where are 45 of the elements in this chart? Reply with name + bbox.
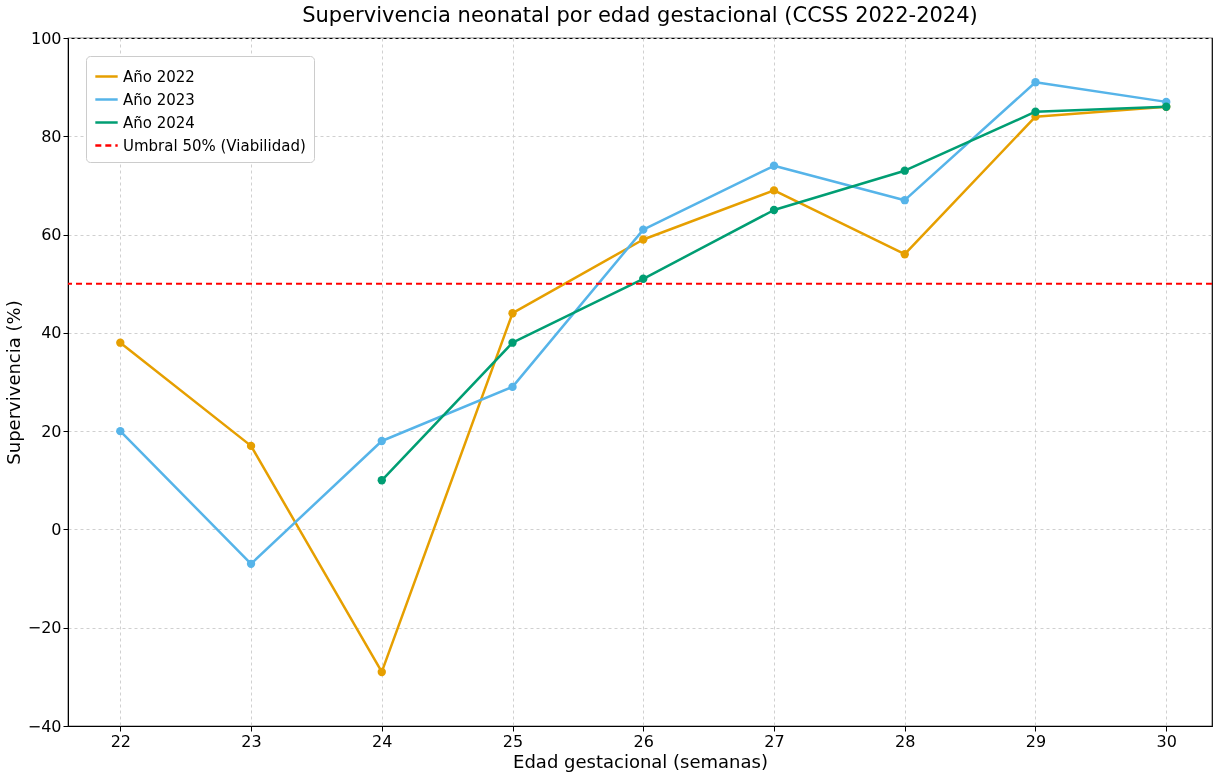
point xyxy=(769,205,779,215)
point xyxy=(377,667,386,677)
point xyxy=(900,166,909,175)
x-tick-label: 22 xyxy=(110,731,131,751)
point xyxy=(900,250,909,259)
point xyxy=(116,426,125,436)
point xyxy=(1031,78,1040,87)
y-tick-label: 100 xyxy=(30,28,62,48)
point xyxy=(246,559,256,568)
point xyxy=(116,338,125,347)
y-tick-label: 40 xyxy=(41,323,62,343)
legend-label: Umbral 50% (Viabilidad) xyxy=(123,136,306,155)
x-tick-label: 26 xyxy=(633,731,654,751)
x-tick-label: 28 xyxy=(895,731,916,751)
point xyxy=(769,186,779,195)
point xyxy=(508,338,517,347)
x-tick-label: 24 xyxy=(372,731,393,751)
point xyxy=(769,161,779,170)
y-tick-label: 0 xyxy=(51,519,62,539)
x-tick-label: 30 xyxy=(1156,731,1177,751)
point xyxy=(508,309,517,318)
x-tick-label: 27 xyxy=(764,731,785,751)
y-tick-label: −40 xyxy=(27,716,62,736)
x-tick-label: 23 xyxy=(241,731,262,751)
point xyxy=(377,476,386,485)
y-tick-label: 60 xyxy=(41,225,62,245)
point xyxy=(377,436,386,446)
point xyxy=(246,441,256,451)
y-tick-label: 80 xyxy=(41,126,62,146)
point xyxy=(1031,107,1040,116)
point xyxy=(639,274,648,283)
chart-title: Supervivencia neonatal por edad gestacional (CCSS 2022-2024) xyxy=(302,3,978,27)
y-axis-title: Supervivencia (%) xyxy=(2,300,24,465)
point xyxy=(900,196,909,205)
legend-label: Año 2024 xyxy=(123,113,195,132)
legend-label: Año 2023 xyxy=(123,90,195,109)
x-tick-label: 25 xyxy=(502,731,524,751)
x-axis-title: Edad gestacional (semanas) xyxy=(513,750,768,772)
point xyxy=(508,382,517,392)
x-tick-label: 29 xyxy=(1025,731,1047,751)
y-tick-label: 20 xyxy=(41,421,62,441)
point xyxy=(639,225,648,234)
legend-label: Año 2022 xyxy=(123,67,195,86)
point xyxy=(639,235,648,244)
y-tick-label: −20 xyxy=(27,618,62,638)
